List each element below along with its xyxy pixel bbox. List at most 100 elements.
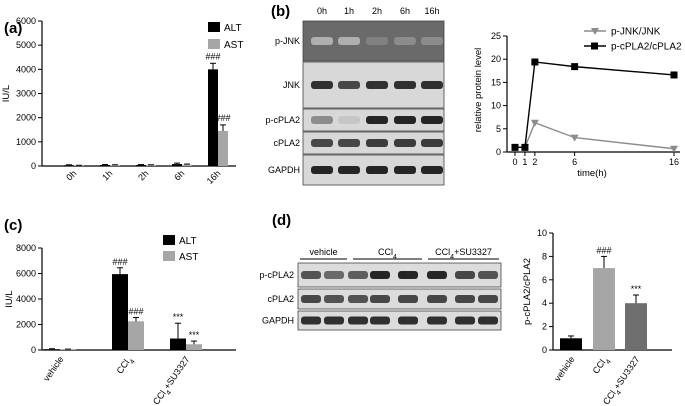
blot-b-row-label: cPLA2	[273, 138, 300, 148]
chart-a-bar-alt	[172, 164, 182, 166]
chart-a-bar-alt	[136, 165, 146, 166]
blot-b-band	[394, 81, 416, 89]
blot-d-band	[348, 271, 368, 279]
blot-b-band	[394, 116, 416, 124]
chart-a-bar-alt	[100, 165, 110, 166]
blot-b-band	[338, 37, 360, 45]
chart-a-bar-alt	[64, 165, 74, 166]
blot-d-row-label: cPLA2	[267, 294, 294, 304]
blot-d-band	[427, 316, 447, 325]
chart-a-bar-ast	[218, 130, 228, 166]
chart-c-xtick-label: vehicle	[41, 354, 65, 383]
chart-c-ytick-label: 0	[31, 345, 36, 355]
blot-b-band	[421, 139, 443, 147]
chart-a-ytick-label: 4000	[16, 64, 36, 74]
blot-d-band	[398, 316, 418, 325]
blot-d-band	[478, 295, 498, 303]
chart-c-y-axis-label: IU/L	[4, 290, 15, 307]
chart-d-ytick-label: 0	[542, 345, 547, 355]
blot-d-band	[427, 295, 447, 303]
blot-b-band	[394, 37, 416, 45]
chart-d-xtick-label: CCl4	[591, 354, 613, 377]
chart-c-bar-alt	[112, 274, 128, 350]
chart-b-x-axis-label: time(h)	[577, 168, 607, 179]
blot-d-band	[478, 271, 498, 279]
chart-b-legend-marker	[591, 28, 599, 35]
chart-a-xtick-label: 0h	[64, 168, 78, 182]
chart-b-ytick-label: 25	[491, 31, 501, 41]
blot-d-band	[301, 295, 321, 303]
chart-c-xtick-label: CCl4+SU3327	[151, 354, 195, 406]
blot-b-lane-label: 6h	[400, 6, 410, 16]
blot-b-band	[366, 37, 388, 45]
blot-b-lane-label: 16h	[424, 6, 439, 16]
chart-a-significance-marker: ###	[215, 113, 230, 123]
blot-d-row-label: p-cPLA2	[259, 270, 294, 280]
chart-a-legend-label: AST	[224, 40, 243, 51]
chart-b-xtick-label: 0	[512, 157, 517, 167]
blot-d-group-label: CCl4	[378, 247, 397, 261]
chart-c-significance-marker: ###	[112, 257, 127, 267]
blot-b-row-label: GAPDH	[268, 165, 300, 175]
chart-b-xtick-label: 2	[532, 157, 537, 167]
chart-d-ytick-label: 4	[542, 298, 547, 308]
chart-b-legend-label: p-cPLA2/cPLA2	[611, 42, 682, 53]
chart-d-ytick-label: 2	[542, 322, 547, 332]
chart-c-significance-marker: ***	[173, 312, 184, 322]
blot-d-group-label: vehicle	[309, 247, 337, 257]
chart-b-y-axis-label: relative protein level	[473, 48, 484, 133]
blot-d-band	[324, 295, 344, 303]
panel-label-d: (d)	[272, 212, 291, 229]
chart-c-ytick-label: 8000	[16, 243, 36, 253]
blot-b-band	[311, 139, 333, 147]
chart-b-point	[570, 134, 579, 142]
chart-d-significance-marker: ###	[596, 245, 611, 255]
chart-a-legend-swatch	[208, 22, 220, 32]
chart-b-ytick-label: 15	[491, 77, 501, 87]
panel-label-c: (c)	[4, 217, 22, 234]
blot-b-band	[366, 81, 388, 89]
chart-d-ytick-label: 6	[542, 275, 547, 285]
chart-c-legend-label: AST	[179, 252, 198, 263]
panel-label-b: (b)	[271, 3, 290, 20]
blot-b-band	[311, 81, 333, 89]
blot-b-band	[421, 81, 443, 89]
chart-d-significance-marker: ***	[631, 284, 642, 294]
chart-b-legend-label: p-JNK/JNK	[611, 27, 661, 38]
chart-a-ytick-label: 6000	[16, 16, 36, 26]
blot-b-band	[311, 37, 333, 45]
chart-b-ytick-label: 5	[496, 124, 501, 134]
chart-b-point	[670, 71, 678, 79]
blot-b-band	[311, 166, 333, 174]
chart-a-xtick-label: 6h	[172, 168, 186, 182]
western-blot-d: vehicle CCl4 CCl4+SU3327 p-cPLA2 cPLA2 GAPDH	[259, 247, 502, 331]
chart-b-point	[521, 143, 529, 151]
chart-c-significance-marker: ***	[189, 330, 200, 340]
blot-b-band	[338, 81, 360, 89]
blot-d-band	[370, 316, 390, 325]
blot-b-band	[394, 139, 416, 147]
blot-b-band	[366, 166, 388, 174]
chart-a-ytick-label: 3000	[16, 89, 36, 99]
chart-b-ytick-label: 0	[496, 147, 501, 157]
blot-b-row-label: JNK	[283, 80, 300, 90]
blot-b-band	[366, 139, 388, 147]
chart-d-y-axis-label: p-cPLA2/cPLA2	[522, 258, 533, 325]
chart-d-xtick-label: vehicle	[552, 354, 576, 383]
chart-b-point	[571, 63, 579, 71]
chart-c-bar-alt	[170, 338, 186, 350]
blot-b-row-label: p-cPLA2	[265, 115, 300, 125]
chart-c-ytick-label: 2000	[16, 320, 36, 330]
chart-b-point	[530, 119, 539, 127]
blot-d-band	[348, 295, 368, 303]
chart-a-bar-ast	[182, 164, 192, 166]
chart-b-xtick-label: 6	[572, 157, 577, 167]
chart-d-bar	[560, 338, 582, 350]
chart-b-series-line	[515, 61, 675, 149]
chart-a-ytick-label: 0	[31, 161, 36, 171]
blot-d-group-label: CCl4+SU3327	[435, 247, 492, 261]
blot-d-band	[324, 316, 344, 325]
chart-c-bar-ast	[186, 344, 202, 350]
